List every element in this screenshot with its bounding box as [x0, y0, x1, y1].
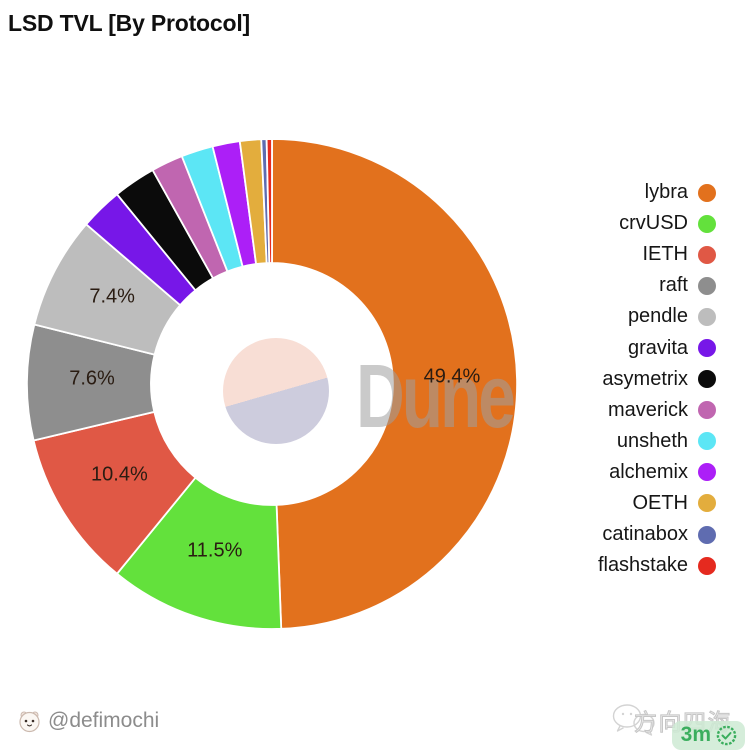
slice-label-raft: 7.6%	[69, 367, 115, 390]
legend-item-flashstake[interactable]: flashstake	[598, 550, 716, 581]
legend-item-lybra[interactable]: lybra	[598, 177, 716, 208]
slice-label-lybra: 49.4%	[423, 365, 481, 388]
time-badge: 3m	[671, 721, 745, 750]
legend-item-maverick[interactable]: maverick	[598, 395, 716, 426]
chart-legend: lybra crvUSD IETH raft pendle gravita asymetri…	[598, 177, 716, 581]
badge-time-text: 3m	[680, 723, 711, 746]
legend-label: lybra	[644, 181, 688, 204]
legend-color-dot	[698, 556, 716, 575]
legend-color-dot	[698, 525, 716, 544]
defimochi-avatar-icon	[19, 711, 40, 732]
legend-color-dot	[698, 183, 716, 202]
legend-color-dot	[698, 494, 716, 513]
legend-label: gravita	[627, 336, 688, 359]
legend-item-asymetrix[interactable]: asymetrix	[598, 364, 716, 395]
legend-label: raft	[659, 274, 688, 297]
legend-item-alchemix[interactable]: alchemix	[598, 457, 716, 488]
legend-item-raft[interactable]: raft	[598, 270, 716, 301]
legend-item-unsheth[interactable]: unsheth	[598, 426, 716, 457]
legend-color-dot	[698, 245, 716, 264]
legend-label: flashstake	[597, 554, 688, 577]
seal-check-icon	[716, 725, 737, 745]
legend-item-catinabox[interactable]: catinabox	[598, 519, 716, 550]
legend-color-dot	[698, 276, 716, 295]
legend-label: IETH	[642, 243, 688, 266]
legend-color-dot	[698, 401, 716, 420]
legend-item-pendle[interactable]: pendle	[598, 301, 716, 332]
wechat-icon	[612, 704, 655, 736]
slice-label-IETH: 10.4%	[91, 463, 148, 486]
legend-label: catinabox	[602, 523, 688, 546]
slice-label-pendle: 7.4%	[89, 285, 135, 308]
legend-item-crvUSD[interactable]: crvUSD	[598, 208, 716, 239]
legend-color-dot	[698, 307, 716, 326]
legend-label: alchemix	[609, 460, 688, 483]
legend-label: pendle	[627, 305, 688, 328]
legend-label: OETH	[632, 491, 688, 514]
legend-color-dot	[698, 370, 716, 389]
legend-label: crvUSD	[619, 212, 688, 235]
legend-color-dot	[698, 339, 716, 358]
legend-label: unsheth	[616, 429, 688, 452]
chart-title: LSD TVL [By Protocol]	[8, 10, 250, 36]
author-handle: @defimochi	[48, 709, 160, 732]
slice-label-crvUSD: 11.5%	[187, 539, 243, 562]
dune-logo	[223, 338, 329, 444]
legend-item-OETH[interactable]: OETH	[598, 488, 716, 519]
legend-label: maverick	[607, 398, 688, 421]
legend-color-dot	[698, 463, 716, 482]
legend-item-gravita[interactable]: gravita	[598, 332, 716, 363]
legend-color-dot	[698, 432, 716, 451]
author-credit: @defimochi	[18, 709, 159, 733]
slice-flashstake[interactable]	[265, 138, 273, 264]
legend-label: asymetrix	[602, 367, 688, 390]
slice-lybra[interactable]	[271, 138, 518, 630]
legend-item-IETH[interactable]: IETH	[598, 239, 716, 270]
legend-color-dot	[698, 214, 716, 233]
